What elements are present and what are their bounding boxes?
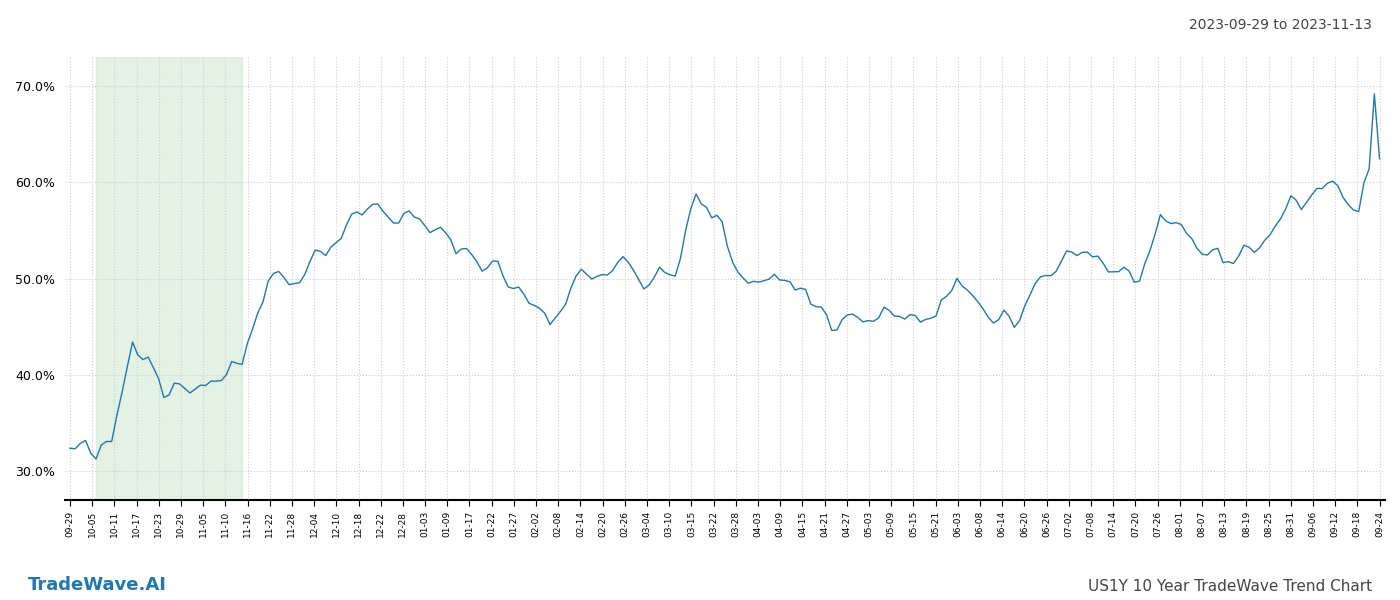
Text: 2023-09-29 to 2023-11-13: 2023-09-29 to 2023-11-13 [1189,18,1372,32]
Text: TradeWave.AI: TradeWave.AI [28,576,167,594]
Bar [97,57,242,500]
Text: US1Y 10 Year TradeWave Trend Chart: US1Y 10 Year TradeWave Trend Chart [1088,579,1372,594]
